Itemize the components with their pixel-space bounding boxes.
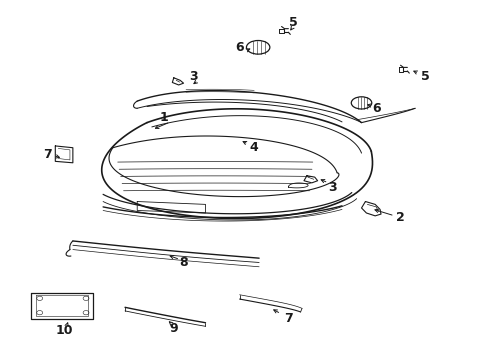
Text: 6: 6 [235, 41, 244, 54]
Text: 2: 2 [395, 211, 404, 224]
Text: 7: 7 [284, 311, 292, 325]
Text: 7: 7 [42, 148, 51, 161]
Text: 8: 8 [179, 256, 187, 269]
Text: 1: 1 [160, 111, 168, 124]
Text: 9: 9 [169, 322, 178, 335]
Text: 5: 5 [288, 16, 297, 29]
Text: 3: 3 [327, 181, 336, 194]
Text: 10: 10 [55, 324, 73, 337]
Text: 6: 6 [371, 102, 380, 115]
Text: 3: 3 [188, 69, 197, 82]
Text: 5: 5 [420, 69, 428, 82]
Text: 4: 4 [249, 141, 258, 154]
